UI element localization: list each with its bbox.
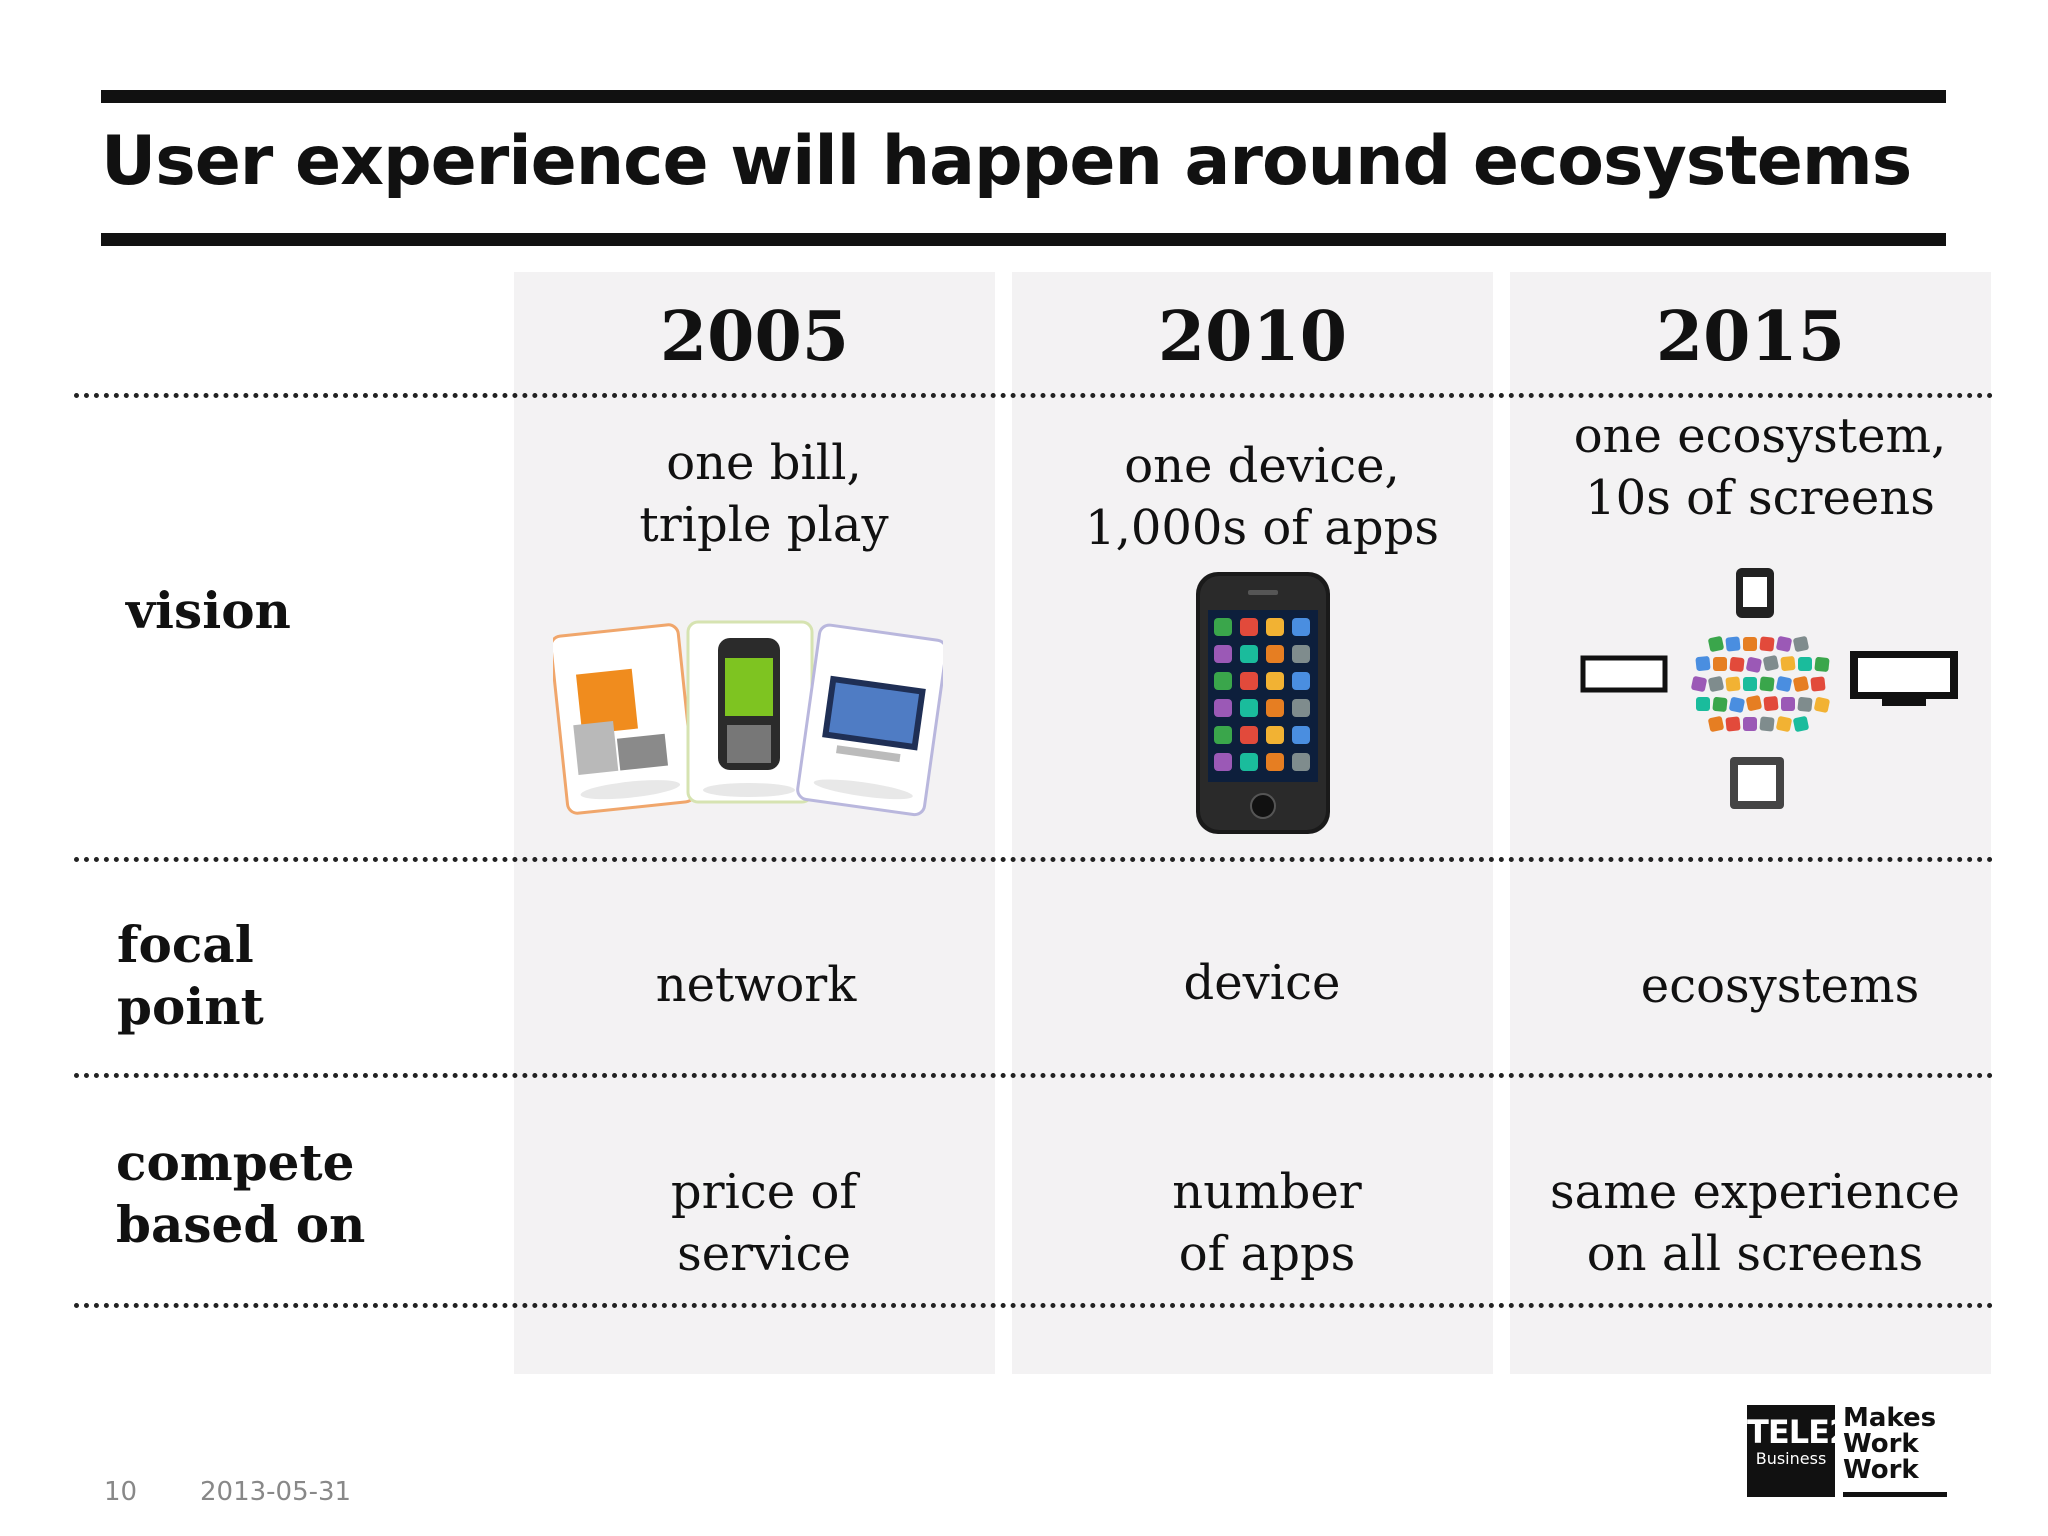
- page-number: 10: [104, 1477, 138, 1507]
- row-label-focal-point: focal point: [117, 914, 264, 1038]
- title-rule-top: [101, 90, 1946, 103]
- dotted-divider: [74, 393, 1994, 398]
- year-header-2015: 2015: [1655, 297, 1846, 377]
- row-label-line: focal: [117, 915, 254, 974]
- footer-date: 2013-05-31: [200, 1477, 352, 1507]
- year-header-2010: 2010: [1157, 297, 1348, 377]
- cell-line: number: [1172, 1164, 1362, 1220]
- logo-sub: Business: [1755, 1449, 1827, 1468]
- cell-line: triple play: [639, 497, 889, 553]
- cell-line: service: [677, 1226, 851, 1282]
- column-2005: [514, 272, 995, 1374]
- cell-line: ecosystems: [1640, 958, 1920, 1014]
- focal-2010-text: device: [1012, 952, 1512, 1014]
- vision-2015-text: one ecosystem, 10s of screens: [1490, 405, 2030, 529]
- vision-2005-text: one bill, triple play: [514, 432, 1014, 556]
- cell-line: one ecosystem,: [1573, 408, 1947, 464]
- smartphone-image: [1188, 570, 1338, 840]
- year-header-2005: 2005: [659, 297, 850, 377]
- logo-slogan-line: Work: [1843, 1455, 1919, 1485]
- dotted-divider: [74, 857, 1994, 862]
- cell-line: 10s of screens: [1585, 470, 1935, 526]
- cell-line: price of: [670, 1164, 858, 1220]
- row-label-line: vision: [126, 581, 291, 640]
- vision-2010-text: one device, 1,000s of apps: [1012, 435, 1512, 559]
- column-2015: [1510, 272, 1991, 1374]
- dotted-divider: [74, 1073, 1994, 1078]
- compete-2010-text: number of apps: [1012, 1161, 1522, 1285]
- cell-line: device: [1183, 955, 1341, 1011]
- cell-line: same experience: [1550, 1164, 1960, 1220]
- focal-2015-text: ecosystems: [1510, 955, 2048, 1017]
- focal-2005-text: network: [514, 954, 998, 1016]
- slide-title: User experience will happen around ecosy…: [101, 122, 1912, 201]
- multi-screen-ecosystem-image: [1578, 565, 1968, 815]
- row-label-compete-based-on: compete based on: [116, 1132, 365, 1256]
- cell-line: of apps: [1178, 1226, 1356, 1282]
- row-label-line: based on: [116, 1195, 366, 1254]
- row-label-vision: vision: [126, 580, 291, 642]
- title-rule-bottom: [101, 233, 1946, 246]
- row-label-line: compete: [116, 1133, 355, 1192]
- logo-box: TELE2 Business: [1747, 1405, 1851, 1497]
- tele2-logo: TELE2 Business Makes Work Work: [1747, 1405, 1947, 1497]
- cell-line: one device,: [1124, 438, 1400, 494]
- cell-line: 1,000s of apps: [1085, 500, 1439, 556]
- cell-line: one bill,: [666, 435, 862, 491]
- compete-2015-text: same experience on all screens: [1470, 1161, 2040, 1285]
- row-label-line: point: [117, 977, 264, 1036]
- logo-slogan: Makes Work Work: [1843, 1405, 1947, 1497]
- logo-brand: TELE2: [1747, 1413, 1851, 1451]
- logo-slogan-line: Makes: [1843, 1403, 1937, 1433]
- compete-2005-text: price of service: [514, 1161, 1014, 1285]
- logo-slogan-line: Work: [1843, 1429, 1919, 1459]
- triple-play-cards-image: [549, 610, 948, 830]
- cell-line: on all screens: [1586, 1226, 1924, 1282]
- cell-line: network: [655, 957, 857, 1013]
- dotted-divider: [74, 1303, 1994, 1308]
